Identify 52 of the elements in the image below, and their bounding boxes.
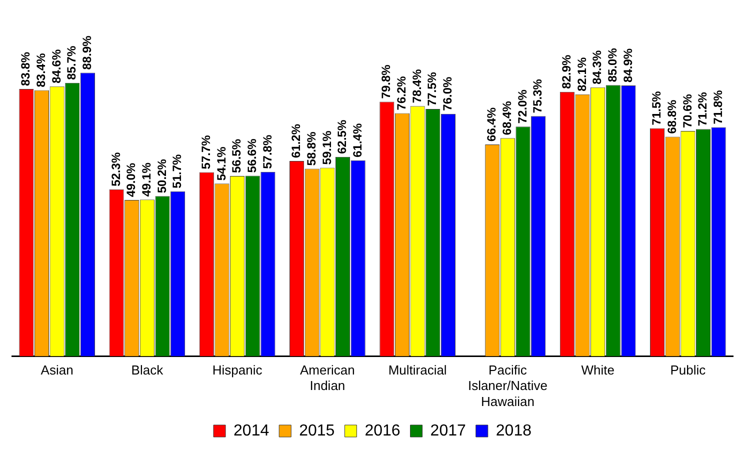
data-label: 76.0% bbox=[440, 76, 455, 111]
data-label: 59.1% bbox=[320, 130, 334, 165]
data-label: 83.4% bbox=[34, 52, 48, 88]
x-tick-label: Multiracial bbox=[388, 362, 447, 378]
data-label: 57.7% bbox=[198, 134, 213, 170]
data-label: 61.2% bbox=[289, 124, 304, 158]
data-label: 58.8% bbox=[304, 131, 318, 166]
data-label: 85.0% bbox=[605, 48, 620, 82]
x-tick-label: Public bbox=[670, 362, 706, 378]
data-label: 85.7% bbox=[64, 46, 79, 80]
data-label: 71.5% bbox=[650, 90, 664, 126]
data-label: 52.3% bbox=[108, 152, 123, 186]
x-tick-label: Asian bbox=[40, 362, 74, 378]
data-label: 75.3% bbox=[530, 78, 545, 114]
data-label: 57.8% bbox=[260, 134, 274, 169]
data-label: 72.0% bbox=[515, 89, 530, 124]
x-tick-label: Black bbox=[131, 362, 164, 378]
data-label: 82.1% bbox=[574, 57, 589, 92]
data-label: 49.1% bbox=[140, 162, 154, 197]
legend-label: 2018 bbox=[496, 422, 532, 440]
data-label: 79.8% bbox=[379, 64, 394, 99]
data-label: 68.8% bbox=[664, 99, 679, 134]
data-label: 50.2% bbox=[154, 158, 169, 194]
data-label: 62.5% bbox=[335, 120, 350, 154]
data-label: 61.4% bbox=[350, 123, 364, 158]
data-label: 82.9% bbox=[559, 54, 574, 89]
x-tick-label: American Indian bbox=[300, 362, 355, 394]
data-label: 76.2% bbox=[394, 76, 409, 110]
data-label: 77.5% bbox=[425, 72, 440, 106]
x-tick-label: Pacific Islaner/Native Hawaiian bbox=[468, 362, 548, 409]
data-label: 66.4% bbox=[484, 107, 499, 142]
legend-label: 2016 bbox=[364, 422, 400, 440]
legend-label: 2014 bbox=[234, 422, 270, 440]
data-label: 70.6% bbox=[680, 94, 694, 128]
data-label: 84.3% bbox=[590, 50, 604, 84]
data-label: 56.6% bbox=[244, 138, 259, 173]
data-label: 84.9% bbox=[620, 48, 635, 82]
data-label: 83.8% bbox=[18, 52, 33, 86]
x-tick-label: Hispanic bbox=[212, 362, 263, 378]
data-label: 49.0% bbox=[124, 162, 138, 197]
x-tick-label: White bbox=[581, 362, 614, 378]
data-label: 78.4% bbox=[410, 68, 424, 104]
data-label: 84.6% bbox=[49, 49, 64, 84]
legend-label: 2017 bbox=[430, 422, 466, 440]
data-label: 68.4% bbox=[500, 100, 514, 136]
data-label: 54.1% bbox=[214, 146, 228, 181]
data-label: 51.7% bbox=[170, 154, 184, 188]
data-label: 71.2% bbox=[696, 92, 710, 126]
data-label: 56.5% bbox=[230, 138, 244, 174]
data-label: 88.9% bbox=[80, 35, 94, 70]
data-label: 71.8% bbox=[710, 90, 725, 124]
legend-label: 2015 bbox=[299, 422, 335, 440]
